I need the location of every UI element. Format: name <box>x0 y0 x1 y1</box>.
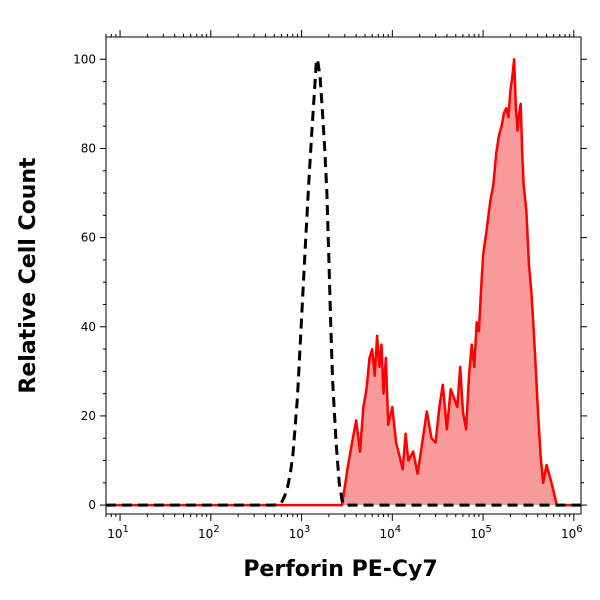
x-tick-exponent: 1 <box>123 524 129 535</box>
y-tick-label: 100 <box>73 52 96 66</box>
x-tick-label: 102 <box>198 524 220 541</box>
x-tick-exponent: 6 <box>576 524 582 535</box>
x-tick-label: 105 <box>470 524 492 541</box>
y-tick-label: 0 <box>88 498 96 512</box>
x-tick-base: 10 <box>198 527 213 541</box>
x-tick-base: 10 <box>379 527 394 541</box>
y-tick-label: 60 <box>81 231 96 245</box>
x-tick-label: 106 <box>561 524 583 541</box>
x-tick-exponent: 5 <box>486 524 492 535</box>
y-tick-label: 40 <box>81 320 96 334</box>
x-tick-base: 10 <box>470 527 485 541</box>
x-axis-title: Perforin PE-Cy7 <box>243 557 437 582</box>
x-tick-exponent: 4 <box>395 524 401 535</box>
x-tick-label: 103 <box>289 524 311 541</box>
x-tick-exponent: 3 <box>304 524 310 535</box>
y-axis-title: Relative Cell Count <box>16 157 41 394</box>
series-1-fill-area <box>106 59 581 506</box>
plot-frame <box>105 36 582 515</box>
x-tick-label: 101 <box>107 524 129 541</box>
x-tick-base: 10 <box>289 527 304 541</box>
y-tick-label: 20 <box>81 409 96 423</box>
plot-area <box>106 57 581 507</box>
x-tick-base: 10 <box>107 527 122 541</box>
series-1-line <box>106 58 581 507</box>
x-tick-label: 104 <box>379 524 401 541</box>
y-tick-label: 80 <box>81 141 96 155</box>
x-tick-base: 10 <box>561 527 576 541</box>
x-tick-exponent: 2 <box>213 524 219 535</box>
series-0-line <box>106 57 581 507</box>
